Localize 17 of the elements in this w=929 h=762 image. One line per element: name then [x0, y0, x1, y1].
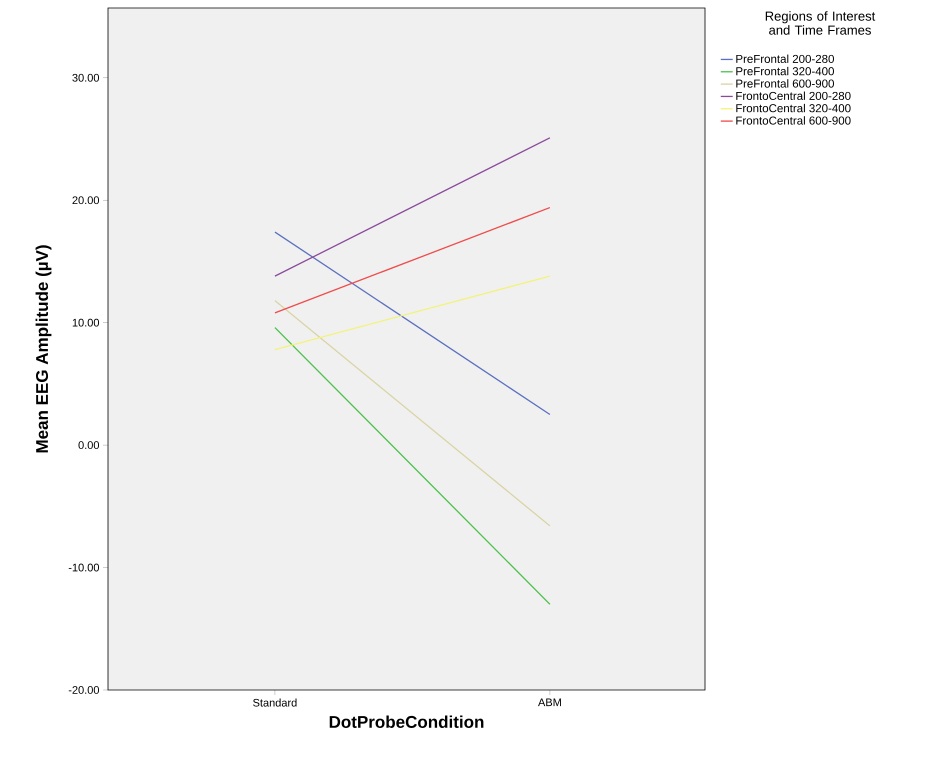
x-axis-title: DotProbeCondition	[330, 715, 484, 728]
legend-label: PreFrontal 200-280	[736, 54, 834, 63]
y-tick-label: 10.00	[72, 318, 100, 327]
legend-label: FrontoCentral 200-280	[736, 92, 851, 100]
x-tick-label: Standard	[253, 698, 297, 707]
legend-label: FrontoCentral 600-900	[736, 116, 851, 125]
legend-title: Regions of Interest and Time Frames	[766, 11, 876, 35]
legend-label: FrontoCentral 320-400	[736, 104, 851, 112]
y-tick-label: -10.00	[68, 564, 100, 572]
y-tick-label: 0.00	[78, 441, 100, 449]
legend-label: PreFrontal 320-400	[736, 66, 834, 76]
legend-label: PreFrontal 600-900	[736, 79, 834, 88]
x-tick-label: ABM	[538, 698, 561, 706]
y-axis-title: Mean EEG Amplitude (µV)	[36, 245, 52, 452]
y-tick-label: 30.00	[72, 74, 100, 82]
y-tick-label: -20.00	[68, 686, 100, 694]
y-tick-label: 20.00	[72, 196, 100, 204]
